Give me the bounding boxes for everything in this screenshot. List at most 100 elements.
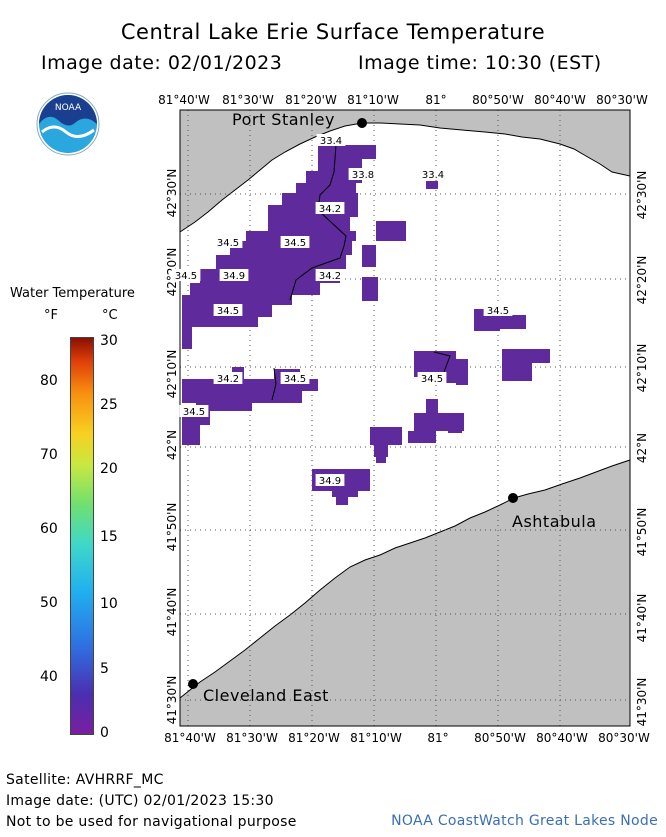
temperature-label: 33.8	[352, 170, 374, 181]
temperature-label-bg	[171, 269, 201, 281]
temperature-label: 34.5	[284, 238, 306, 249]
temperature-label: 33.4	[422, 170, 444, 181]
legend-f-70: 70	[40, 447, 58, 463]
temperature-label-bg	[280, 236, 310, 248]
lon-label-top: 81°20'W	[285, 93, 337, 107]
temperature-cell	[370, 427, 402, 445]
temperature-cell	[318, 145, 376, 159]
boundary-line	[271, 144, 451, 401]
land-ohio	[179, 459, 631, 727]
lon-label-bottom: 81°40'W	[164, 731, 216, 745]
temperature-label: 34.5	[487, 306, 509, 317]
temperature-cell	[448, 425, 462, 433]
lon-label-top: 81°30'W	[222, 93, 274, 107]
temperature-cell	[306, 171, 362, 183]
lon-label-bottom: 80°30'W	[598, 731, 650, 745]
lat-label-right: 42°30'N	[635, 171, 649, 220]
temperature-cell	[362, 277, 378, 301]
temperature-cell	[190, 283, 320, 295]
legend-unit-c: °C	[102, 308, 118, 323]
temperature-label-bg	[213, 304, 243, 316]
temperature-cell	[502, 349, 550, 363]
footer-utc-date: Image date: (UTC) 02/01/2023 15:30	[6, 793, 274, 809]
map-title: Central Lake Erie Surface Temperature	[120, 20, 546, 44]
footer-satellite: Satellite: AVHRRF_MC	[6, 772, 164, 788]
noaa-logo: NOAA	[36, 92, 100, 156]
footer-warning: Not to be used for navigational purpose	[6, 814, 297, 830]
lon-label-bottom: 81°	[427, 731, 448, 745]
temperature-label: 34.9	[319, 476, 341, 487]
temperature-label-bg	[316, 134, 346, 146]
temperature-cell	[182, 327, 192, 349]
legend-color-bar	[70, 337, 94, 735]
temperature-label: 34.5	[217, 306, 239, 317]
temperature-cell	[420, 427, 436, 443]
image-date: Image date: 02/01/2023	[41, 52, 283, 74]
legend-f-80: 80	[40, 373, 58, 389]
temperature-label-bg	[219, 269, 249, 281]
temperature-cell	[362, 245, 376, 267]
temperature-label: 34.2	[217, 374, 239, 385]
temperature-cell	[358, 469, 370, 487]
legend-c-20: 20	[100, 461, 118, 477]
legend-unit-f: °F	[44, 308, 58, 323]
temperature-cell	[426, 181, 438, 189]
temperature-label-bg	[179, 405, 209, 417]
legend-c-30: 30	[100, 333, 118, 349]
temperature-label-bg	[315, 202, 345, 214]
temperature-label: 34.5	[421, 374, 443, 385]
temperature-label-bg	[483, 304, 513, 316]
city-dot-port-stanley	[357, 118, 367, 128]
temperature-cell	[502, 361, 532, 381]
map-frame	[179, 109, 631, 727]
temperature-cell	[268, 205, 358, 217]
temperature-label: 34.2	[319, 271, 341, 282]
image-time: Image time: 10:30 (EST)	[358, 52, 602, 74]
temperature-label: 34.2	[319, 204, 341, 215]
temperature-cell	[408, 431, 422, 443]
lat-label-right: 41°30'N	[635, 678, 649, 727]
temperature-cell	[376, 457, 386, 463]
city-dot-cleveland-east	[188, 679, 198, 689]
temperature-cell	[376, 221, 406, 241]
lon-label-top: 80°40'W	[534, 93, 586, 107]
footer-credit: NOAA CoastWatch Great Lakes Node	[391, 813, 658, 829]
lat-label-left: 42°10'N	[165, 350, 179, 399]
temperature-cells	[182, 144, 550, 505]
legend-c-0: 0	[100, 725, 109, 741]
temperature-label: 34.9	[223, 271, 245, 282]
temperature-cell	[196, 403, 252, 411]
city-label-port-stanley: Port Stanley	[232, 110, 335, 129]
legend-c-10: 10	[100, 596, 118, 612]
lon-label-top: 81°40'W	[158, 93, 210, 107]
legend-f-40: 40	[40, 669, 58, 685]
temperature-cell	[374, 443, 388, 457]
lon-label-top: 80°30'W	[596, 93, 648, 107]
legend-c-15: 15	[100, 529, 118, 545]
temperature-label-bg	[418, 168, 448, 180]
lat-label-right: 41°40'N	[635, 594, 649, 643]
lat-label-right: 42°20'N	[635, 256, 649, 305]
temperature-label: 34.5	[175, 271, 197, 282]
lon-label-bottom: 80°40'W	[536, 731, 588, 745]
temperature-label: 34.5	[183, 407, 205, 418]
noaa-logo-text: NOAA	[55, 103, 82, 113]
temperature-label-bg	[417, 372, 447, 384]
lon-label-top: 81°10'W	[347, 93, 399, 107]
temperature-cell	[332, 485, 358, 497]
legend-f-50: 50	[40, 595, 58, 611]
legend-f-60: 60	[40, 521, 58, 537]
temperature-cell	[296, 183, 356, 193]
lon-label-bottom: 81°20'W	[288, 731, 340, 745]
lat-label-left: 41°30'N	[165, 676, 179, 725]
lon-label-bottom: 81°10'W	[350, 731, 402, 745]
temperature-label: 34.5	[217, 238, 239, 249]
temperature-cell	[456, 369, 468, 385]
temperature-cell	[216, 255, 346, 269]
temperature-label: 33.4	[320, 136, 342, 147]
temperature-cell	[182, 423, 200, 445]
legend-title: Water Temperature	[10, 286, 135, 301]
lat-label-left: 42°30'N	[165, 169, 179, 218]
city-label-ashtabula: Ashtabula	[512, 512, 597, 531]
